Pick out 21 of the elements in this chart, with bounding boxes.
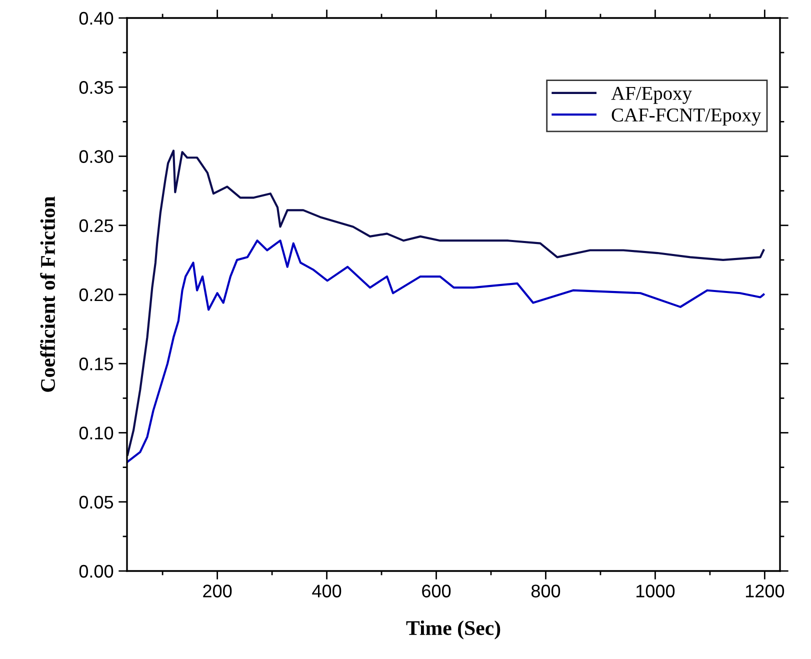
x-tick-label: 200	[203, 584, 232, 598]
x-tick-label: 800	[531, 584, 560, 598]
legend-label: CAF-FCNT/Epoxy	[612, 108, 762, 126]
y-tick-label: 0.40	[79, 12, 114, 25]
y-axis-title: Coefficient of Friction	[40, 196, 55, 392]
line-series	[127, 150, 765, 456]
y-tick-label: 0.00	[79, 564, 114, 578]
y-tick-label: 0.10	[79, 426, 114, 440]
x-tick-label: 400	[312, 584, 342, 598]
line-series	[127, 240, 765, 463]
x-axis-title: Time (Sec)	[406, 620, 500, 640]
y-tick-label: 0.25	[79, 219, 114, 232]
x-tick-label: 1000	[636, 584, 675, 598]
legend-label: AF/Epoxy	[611, 86, 692, 104]
y-tick-label: 0.35	[79, 81, 114, 94]
y-tick-label: 0.15	[79, 358, 114, 370]
y-tick-label: 0.05	[79, 496, 114, 509]
x-tick-label: 600	[422, 584, 451, 598]
x-tick-label: 1200	[746, 584, 784, 598]
y-tick-label: 0.20	[79, 288, 114, 302]
y-tick-label: 0.30	[79, 150, 114, 163]
